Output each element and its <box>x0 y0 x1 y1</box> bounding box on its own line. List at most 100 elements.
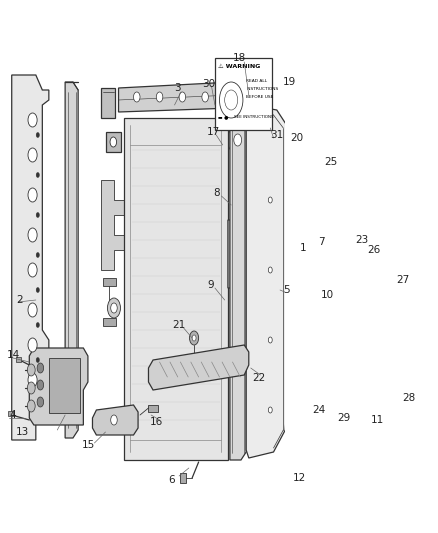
Circle shape <box>28 373 37 387</box>
Circle shape <box>190 331 198 345</box>
Circle shape <box>28 338 37 352</box>
Bar <box>416 405 424 412</box>
Circle shape <box>179 92 186 102</box>
Text: 4: 4 <box>9 410 16 420</box>
Text: ▬ ●: ▬ ● <box>218 114 228 119</box>
Text: 6: 6 <box>168 475 175 485</box>
Text: 11: 11 <box>371 415 385 425</box>
Circle shape <box>421 403 428 413</box>
Circle shape <box>27 382 35 394</box>
Text: 10: 10 <box>321 290 334 300</box>
Bar <box>8 411 13 416</box>
Circle shape <box>27 400 35 412</box>
Polygon shape <box>92 405 138 435</box>
Text: 29: 29 <box>337 413 350 423</box>
Circle shape <box>27 364 35 376</box>
Text: 15: 15 <box>81 440 95 450</box>
Text: 1: 1 <box>300 243 306 253</box>
Polygon shape <box>346 285 394 398</box>
Text: 13: 13 <box>16 427 29 437</box>
Circle shape <box>337 395 346 409</box>
Circle shape <box>36 287 39 293</box>
Circle shape <box>28 228 37 242</box>
Circle shape <box>268 197 272 203</box>
Circle shape <box>367 303 373 313</box>
Polygon shape <box>228 220 242 288</box>
Circle shape <box>37 363 44 373</box>
Circle shape <box>36 253 39 257</box>
Bar <box>319 302 331 330</box>
Bar <box>103 278 116 286</box>
Bar <box>215 58 272 130</box>
Bar <box>148 405 158 412</box>
Bar <box>106 132 121 152</box>
Bar <box>355 295 384 390</box>
Polygon shape <box>246 105 288 458</box>
Bar <box>103 318 116 326</box>
Text: 23: 23 <box>355 235 368 245</box>
Circle shape <box>28 148 37 162</box>
Bar <box>232 118 244 126</box>
Circle shape <box>36 322 39 327</box>
Text: INSTRUCTIONS: INSTRUCTIONS <box>246 87 279 91</box>
Circle shape <box>36 213 39 217</box>
Circle shape <box>37 397 44 407</box>
Text: SEE INSTRUCTIONS: SEE INSTRUCTIONS <box>234 115 274 119</box>
Bar <box>253 157 256 166</box>
Bar <box>16 357 21 362</box>
Text: BEFORE USE: BEFORE USE <box>246 95 274 99</box>
Circle shape <box>219 82 243 118</box>
Text: READ ALL: READ ALL <box>246 79 267 83</box>
Polygon shape <box>12 75 49 440</box>
Text: 3: 3 <box>174 83 181 93</box>
Text: 31: 31 <box>270 130 283 140</box>
Circle shape <box>28 263 37 277</box>
Circle shape <box>110 137 117 147</box>
Polygon shape <box>29 348 88 425</box>
Text: ⚠ WARNING: ⚠ WARNING <box>218 64 260 69</box>
Circle shape <box>111 303 117 313</box>
Circle shape <box>36 173 39 177</box>
Circle shape <box>333 388 351 416</box>
Circle shape <box>192 335 196 341</box>
Polygon shape <box>289 110 309 455</box>
Bar <box>49 358 80 413</box>
Circle shape <box>268 267 272 273</box>
Text: 9: 9 <box>207 280 214 290</box>
Text: 2: 2 <box>16 295 23 305</box>
Polygon shape <box>230 120 246 460</box>
Circle shape <box>390 403 397 413</box>
Circle shape <box>36 358 39 362</box>
Circle shape <box>134 92 140 102</box>
Polygon shape <box>101 180 125 270</box>
Text: 21: 21 <box>173 320 186 330</box>
Bar <box>180 473 186 483</box>
Polygon shape <box>119 82 238 112</box>
Text: 19: 19 <box>283 77 297 87</box>
Text: 20: 20 <box>290 133 303 143</box>
Bar <box>124 118 228 460</box>
Bar <box>355 252 367 282</box>
Text: 18: 18 <box>233 53 247 63</box>
Text: 14: 14 <box>7 350 20 360</box>
Text: 24: 24 <box>313 405 326 415</box>
Circle shape <box>37 380 44 390</box>
Text: 12: 12 <box>293 473 306 483</box>
Circle shape <box>111 415 117 425</box>
Text: 28: 28 <box>403 393 416 403</box>
Circle shape <box>234 134 242 146</box>
Bar <box>384 405 393 412</box>
Polygon shape <box>65 82 78 438</box>
Text: 8: 8 <box>214 188 220 198</box>
Text: 16: 16 <box>150 417 163 427</box>
Circle shape <box>222 92 228 102</box>
Text: 7: 7 <box>318 237 325 247</box>
Circle shape <box>156 92 163 102</box>
Text: 27: 27 <box>396 275 409 285</box>
Circle shape <box>367 369 373 379</box>
Circle shape <box>367 325 373 335</box>
Circle shape <box>36 133 39 138</box>
Circle shape <box>28 303 37 317</box>
Text: 17: 17 <box>207 127 220 137</box>
Circle shape <box>107 298 120 318</box>
